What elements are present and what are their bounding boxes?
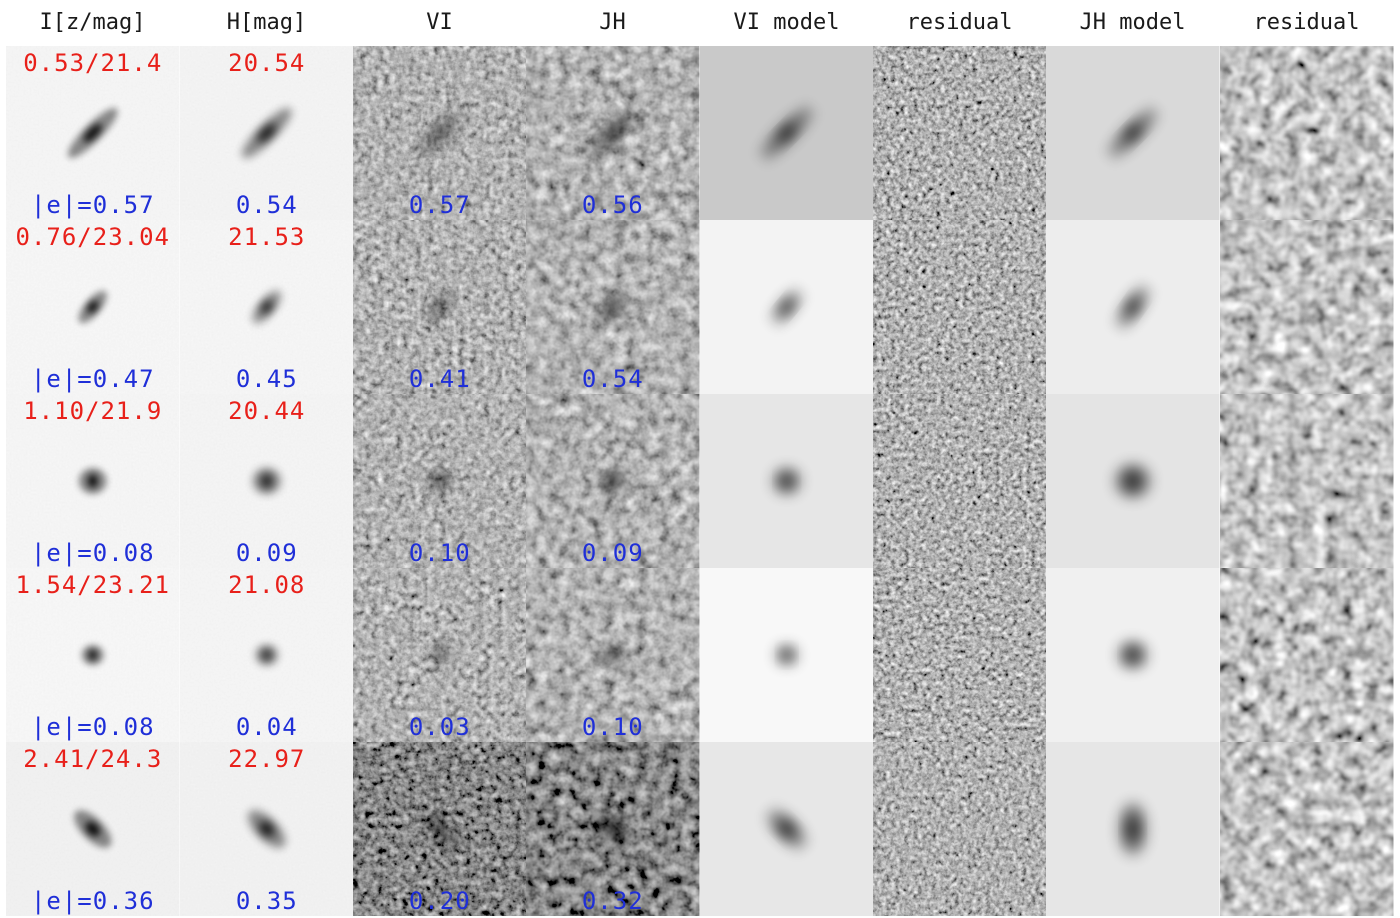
galaxy-image-vi-residual-row-4 <box>873 568 1047 742</box>
galaxy-image-jh-row-5: 0.32 <box>526 742 700 916</box>
galaxy-image-vi-residual-row-3 <box>873 394 1047 568</box>
galaxy-image-i-z-mag-row-1: 0.53/21.4 |e|=0.57 <box>6 46 180 220</box>
galaxy-image-vi-model-row-3 <box>700 394 874 568</box>
galaxy-image-jh-model-row-2 <box>1046 220 1220 394</box>
ellipticity-label: |e|=0.47 <box>30 365 155 393</box>
ellipticity-label: 0.20 <box>408 887 471 915</box>
redshift-magnitude-label: 0.53/21.4 <box>23 49 163 77</box>
h-magnitude-label: 21.08 <box>228 571 306 599</box>
galaxy-image-jh-row-4: 0.10 <box>526 568 700 742</box>
galaxy-image-h-mag-row-5: 22.97 0.35 <box>180 742 354 916</box>
galaxy-image-h-mag-row-4: 21.08 0.04 <box>180 568 354 742</box>
ellipticity-label: 0.45 <box>235 365 298 393</box>
ellipticity-label: 0.54 <box>235 191 298 219</box>
ellipticity-label: 0.03 <box>408 713 471 741</box>
galaxy-image-vi-residual-row-5 <box>873 742 1047 916</box>
ellipticity-label: 0.10 <box>581 713 644 741</box>
galaxy-image-vi-row-5: 0.20 <box>353 742 527 916</box>
galaxy-image-jh-residual-row-3 <box>1220 394 1394 568</box>
galaxy-image-jh-residual-row-2 <box>1220 220 1394 394</box>
galaxy-image-i-z-mag-row-3: 1.10/21.9 |e|=0.08 <box>6 394 180 568</box>
ellipticity-label: 0.10 <box>408 539 471 567</box>
redshift-magnitude-label: 1.54/23.21 <box>15 571 170 599</box>
ellipticity-label: 0.09 <box>581 539 644 567</box>
ellipticity-label: 0.04 <box>235 713 298 741</box>
ellipticity-label: 0.54 <box>581 365 644 393</box>
galaxy-image-jh-residual-row-4 <box>1220 568 1394 742</box>
galaxy-image-h-mag-row-3: 20.44 0.09 <box>180 394 354 568</box>
galaxy-image-jh-residual-row-5 <box>1220 742 1394 916</box>
column-header-4: VI model <box>733 10 840 35</box>
ellipticity-label: 0.09 <box>235 539 298 567</box>
galaxy-image-jh-model-row-5 <box>1046 742 1220 916</box>
ellipticity-label: 0.57 <box>408 191 471 219</box>
galaxy-image-jh-residual-row-1 <box>1220 46 1394 220</box>
ellipticity-label: 0.41 <box>408 365 471 393</box>
galaxy-image-jh-row-2: 0.54 <box>526 220 700 394</box>
ellipticity-label: 0.56 <box>581 191 644 219</box>
galaxy-image-i-z-mag-row-5: 2.41/24.3 |e|=0.36 <box>6 742 180 916</box>
galaxy-image-jh-row-3: 0.09 <box>526 394 700 568</box>
galaxy-image-vi-row-1: 0.57 <box>353 46 527 220</box>
galaxy-image-i-z-mag-row-4: 1.54/23.21 |e|=0.08 <box>6 568 180 742</box>
h-magnitude-label: 22.97 <box>228 745 306 773</box>
ellipticity-label: |e|=0.57 <box>30 191 155 219</box>
galaxy-image-h-mag-row-1: 20.54 0.54 <box>180 46 354 220</box>
galaxy-image-vi-row-2: 0.41 <box>353 220 527 394</box>
ellipticity-label: |e|=0.08 <box>30 539 155 567</box>
galaxy-image-vi-model-row-4 <box>700 568 874 742</box>
galaxy-image-h-mag-row-2: 21.53 0.45 <box>180 220 354 394</box>
galaxy-image-vi-residual-row-1 <box>873 46 1047 220</box>
h-magnitude-label: 21.53 <box>228 223 306 251</box>
galaxy-image-jh-model-row-1 <box>1046 46 1220 220</box>
galaxy-image-vi-row-4: 0.03 <box>353 568 527 742</box>
galaxy-image-vi-model-row-5 <box>700 742 874 916</box>
galaxy-image-vi-row-3: 0.10 <box>353 394 527 568</box>
ellipticity-label: |e|=0.36 <box>30 887 155 915</box>
galaxy-image-vi-residual-row-2 <box>873 220 1047 394</box>
column-header-row: I[z/mag] H[mag] VI JH VI model residual JH mod… <box>0 0 1400 46</box>
redshift-magnitude-label: 1.10/21.9 <box>23 397 163 425</box>
ellipticity-label: 0.35 <box>235 887 298 915</box>
column-header-5: residual <box>906 10 1013 35</box>
redshift-magnitude-label: 0.76/23.04 <box>15 223 170 251</box>
column-header-6: JH model <box>1079 10 1186 35</box>
h-magnitude-label: 20.54 <box>228 49 306 77</box>
galaxy-image-vi-model-row-1 <box>700 46 874 220</box>
galaxy-image-jh-row-1: 0.56 <box>526 46 700 220</box>
ellipticity-label: |e|=0.08 <box>30 713 155 741</box>
galaxy-image-i-z-mag-row-2: 0.76/23.04 |e|=0.47 <box>6 220 180 394</box>
column-header-3: JH <box>599 10 626 35</box>
column-header-2: VI <box>426 10 453 35</box>
column-header-0: I[z/mag] <box>39 10 146 35</box>
column-header-1: H[mag] <box>226 10 307 35</box>
galaxy-image-jh-model-row-3 <box>1046 394 1220 568</box>
ellipticity-label: 0.32 <box>581 887 644 915</box>
galaxy-image-grid: 0.53/21.4 |e|=0.57 20.54 0.54 0.57 0.56 0.76/2… <box>6 46 1394 916</box>
column-header-7: residual <box>1253 10 1360 35</box>
galaxy-image-vi-model-row-2 <box>700 220 874 394</box>
redshift-magnitude-label: 2.41/24.3 <box>23 745 163 773</box>
galaxy-image-jh-model-row-4 <box>1046 568 1220 742</box>
h-magnitude-label: 20.44 <box>228 397 306 425</box>
